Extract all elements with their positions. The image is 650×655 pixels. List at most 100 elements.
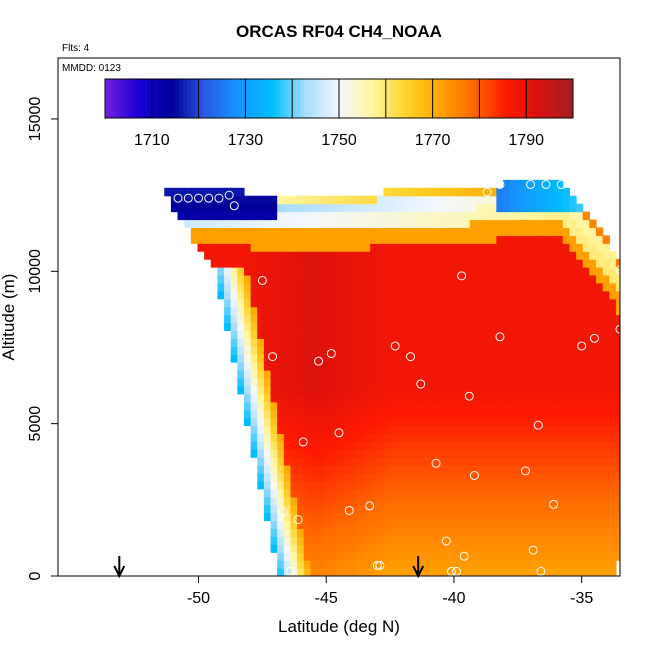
heatmap-cell: [263, 346, 272, 355]
heatmap-cell: [383, 520, 391, 530]
heatmap-cell: [270, 504, 278, 514]
heatmap-cell: [536, 290, 544, 300]
heatmap-cell: [237, 322, 245, 331]
heatmap-cell: [250, 377, 258, 387]
heatmap-cell: [290, 417, 298, 427]
heatmap-cell: [489, 227, 497, 236]
heatmap-cell: [383, 385, 391, 395]
heatmap-cell: [403, 568, 411, 576]
heatmap-cell: [350, 544, 358, 553]
heatmap-cell: [290, 235, 298, 244]
heatmap-cell: [336, 370, 345, 379]
heatmap-cell: [489, 528, 497, 537]
heatmap-cell: [509, 338, 517, 347]
heatmap-cell: [343, 544, 351, 553]
colorbar-segment: [471, 79, 476, 118]
heatmap-cell: [376, 528, 385, 537]
heatmap-cell: [589, 425, 597, 434]
heatmap-cell: [350, 243, 358, 252]
heatmap-cell: [283, 457, 292, 466]
heatmap-cell: [350, 274, 358, 284]
heatmap-cell: [476, 449, 484, 458]
heatmap-cell: [496, 290, 504, 300]
heatmap-cell: [416, 504, 424, 514]
heatmap-cell: [503, 377, 511, 387]
colorbar-segment: [241, 79, 246, 118]
heatmap-cell: [363, 425, 371, 434]
heatmap-cell: [363, 457, 371, 466]
heatmap-cell: [270, 211, 278, 221]
heatmap-cell: [595, 346, 604, 355]
heatmap-cell: [556, 568, 564, 576]
heatmap-cell: [297, 457, 305, 466]
heatmap-cell: [310, 274, 318, 284]
heatmap-cell: [509, 179, 517, 189]
heatmap-cell: [290, 298, 298, 308]
heatmap-cell: [237, 219, 245, 229]
heatmap-cell: [463, 219, 471, 229]
heatmap-cell: [456, 187, 464, 197]
heatmap-cell: [576, 385, 584, 395]
heatmap-cell: [489, 488, 497, 498]
heatmap-cell: [436, 425, 444, 434]
heatmap-cell: [549, 306, 557, 316]
heatmap-cell: [270, 338, 278, 347]
heatmap-cell: [376, 441, 385, 450]
heatmap-cell: [363, 338, 371, 347]
heatmap-cell: [489, 504, 497, 514]
heatmap-cell: [403, 520, 411, 530]
heatmap-cell: [449, 274, 458, 284]
heatmap-cell: [456, 219, 464, 229]
heatmap-cell: [549, 457, 557, 466]
heatmap-cell: [243, 274, 252, 284]
heatmap-cell: [277, 457, 285, 466]
heatmap-cell: [283, 385, 292, 395]
heatmap-cell: [456, 290, 464, 300]
heatmap-cell: [589, 259, 597, 268]
heatmap-cell: [489, 290, 497, 300]
heatmap-cell: [330, 536, 338, 545]
heatmap-cell: [283, 195, 292, 205]
heatmap-cell: [383, 211, 391, 221]
heatmap-cell: [489, 274, 497, 284]
heatmap-cell: [390, 298, 398, 308]
heatmap-cell: [423, 243, 431, 252]
heatmap-cell: [522, 449, 531, 458]
heatmap-cell: [270, 441, 278, 450]
heatmap-cell: [290, 290, 298, 300]
heatmap-cell: [503, 203, 511, 213]
heatmap-cell: [576, 259, 584, 268]
heatmap-cell: [595, 243, 604, 252]
heatmap-cell: [443, 433, 451, 442]
heatmap-cell: [542, 457, 551, 466]
heatmap-cell: [582, 219, 590, 229]
heatmap-cell: [257, 465, 265, 474]
heatmap-cell: [403, 409, 411, 419]
heatmap-cell: [602, 338, 610, 347]
heatmap-cell: [317, 274, 325, 284]
heatmap-cell: [390, 330, 398, 339]
heatmap-cell: [297, 544, 305, 553]
colorbar-frame: [104, 78, 574, 119]
heatmap-cell: [277, 235, 285, 244]
heatmap-cell: [609, 457, 617, 466]
heatmap-cell: [390, 243, 398, 252]
heatmap-cell: [317, 417, 325, 427]
heatmap-cell: [376, 298, 385, 308]
heatmap-cell: [595, 314, 604, 324]
heatmap-cell: [615, 552, 620, 561]
heatmap-cell: [556, 227, 564, 236]
heatmap-cell: [350, 449, 358, 458]
heatmap-cell: [529, 393, 537, 403]
heatmap-cell: [317, 314, 325, 324]
heatmap-cell: [310, 473, 318, 482]
heatmap-cell: [469, 560, 478, 569]
heatmap-cell: [343, 274, 351, 284]
heatmap-cell: [237, 346, 245, 355]
heatmap-cell: [390, 314, 398, 324]
heatmap-cell: [390, 219, 398, 229]
heatmap-cell: [376, 457, 385, 466]
heatmap-cell: [556, 338, 564, 347]
heatmap-cell: [536, 377, 544, 387]
heatmap-cell: [582, 385, 590, 395]
